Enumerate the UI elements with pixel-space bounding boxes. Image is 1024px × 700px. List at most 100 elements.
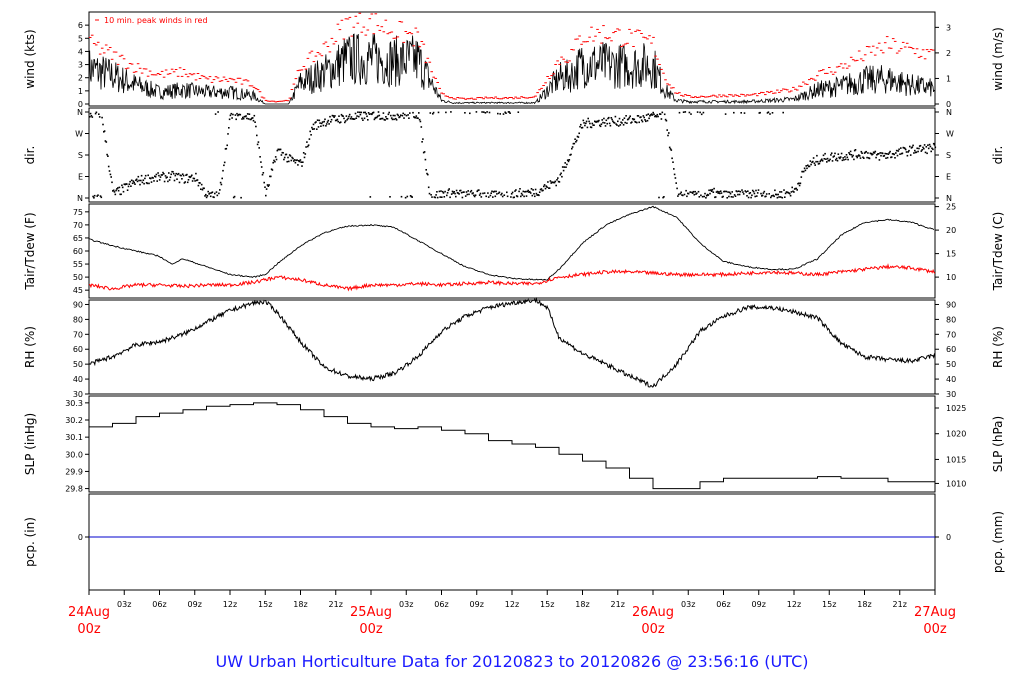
direction-point	[650, 113, 653, 115]
direction-point	[552, 181, 554, 184]
direction-point	[800, 176, 803, 178]
direction-point	[739, 190, 742, 193]
direction-point	[101, 116, 103, 119]
direction-point	[779, 196, 782, 198]
direction-point	[376, 116, 378, 119]
direction-point	[446, 192, 449, 194]
direction-point	[140, 179, 142, 182]
direction-point	[356, 115, 358, 117]
direction-point	[920, 150, 923, 152]
direction-point	[778, 196, 780, 198]
y-tick-label-left: S	[78, 151, 83, 160]
direction-point	[691, 192, 694, 194]
direction-point	[435, 194, 437, 196]
direction-point	[855, 155, 858, 157]
direction-point	[92, 195, 94, 198]
y-tick-label-right: W	[946, 130, 954, 139]
direction-point	[814, 164, 816, 166]
direction-point	[422, 151, 425, 154]
direction-point	[415, 115, 418, 117]
direction-point	[453, 191, 455, 193]
direction-point	[287, 156, 289, 159]
direction-point	[690, 113, 692, 115]
direction-point	[696, 111, 699, 113]
direction-point	[649, 115, 651, 117]
direction-point	[139, 183, 141, 186]
direction-point	[426, 172, 428, 175]
direction-point	[538, 191, 541, 193]
direction-point	[796, 189, 798, 191]
direction-point	[716, 190, 719, 193]
direction-point	[94, 112, 97, 115]
direction-point	[222, 169, 224, 172]
direction-point	[516, 195, 519, 198]
direction-point	[625, 115, 627, 117]
direction-point	[246, 117, 248, 120]
direction-point	[784, 196, 786, 198]
direction-point	[784, 192, 787, 195]
direction-point	[231, 117, 233, 119]
direction-point	[821, 160, 824, 162]
direction-point	[599, 125, 602, 128]
direction-point	[102, 123, 104, 126]
y-tick-label-left: 45	[73, 286, 83, 295]
direction-point	[320, 122, 323, 125]
direction-point	[399, 114, 402, 116]
direction-point	[684, 111, 687, 113]
direction-point	[813, 162, 816, 165]
direction-point	[201, 188, 204, 191]
direction-point	[564, 162, 566, 164]
direction-point	[522, 190, 525, 193]
direction-point	[113, 191, 116, 193]
direction-point	[674, 177, 677, 179]
direction-point	[856, 156, 858, 159]
direction-point	[551, 181, 553, 183]
direction-point	[194, 180, 196, 182]
direction-point	[149, 177, 152, 180]
x-tick-label: 21z	[611, 600, 625, 609]
direction-point	[686, 195, 688, 198]
direction-point	[440, 190, 442, 192]
direction-point	[306, 141, 308, 143]
direction-point	[301, 165, 303, 167]
direction-point	[526, 190, 529, 193]
direction-point	[804, 169, 807, 172]
direction-point	[776, 196, 779, 199]
direction-point	[367, 119, 369, 121]
direction-point	[417, 117, 419, 119]
direction-point	[585, 122, 587, 125]
direction-point	[799, 182, 802, 185]
direction-point	[832, 156, 835, 158]
direction-point	[234, 114, 237, 116]
direction-point	[774, 189, 776, 192]
direction-point	[524, 190, 527, 193]
direction-point	[432, 111, 435, 114]
direction-point	[872, 153, 874, 155]
y-tick-label-left: 30.1	[65, 433, 83, 442]
direction-point	[768, 193, 770, 195]
y-tick-label-right: 25	[946, 203, 956, 212]
direction-point	[483, 111, 485, 113]
direction-point	[366, 115, 368, 118]
direction-point	[420, 126, 423, 128]
y-tick-label-left: 4	[78, 47, 83, 56]
direction-point	[752, 190, 755, 193]
direction-point	[720, 192, 723, 194]
direction-point	[911, 146, 914, 148]
direction-point	[509, 112, 511, 114]
direction-point	[408, 117, 410, 119]
direction-point	[242, 116, 244, 119]
direction-point	[445, 111, 447, 114]
direction-point	[923, 147, 925, 150]
direction-point	[467, 190, 469, 192]
direction-point	[505, 112, 507, 114]
direction-point	[364, 111, 367, 114]
direction-point	[648, 117, 650, 120]
direction-point	[256, 134, 258, 137]
direction-point	[577, 136, 580, 138]
y-axis-label-left: Tair/Tdew (F)	[23, 212, 37, 290]
direction-point	[807, 164, 809, 167]
direction-point	[860, 150, 863, 153]
direction-point	[548, 187, 551, 189]
direction-point	[619, 124, 622, 126]
